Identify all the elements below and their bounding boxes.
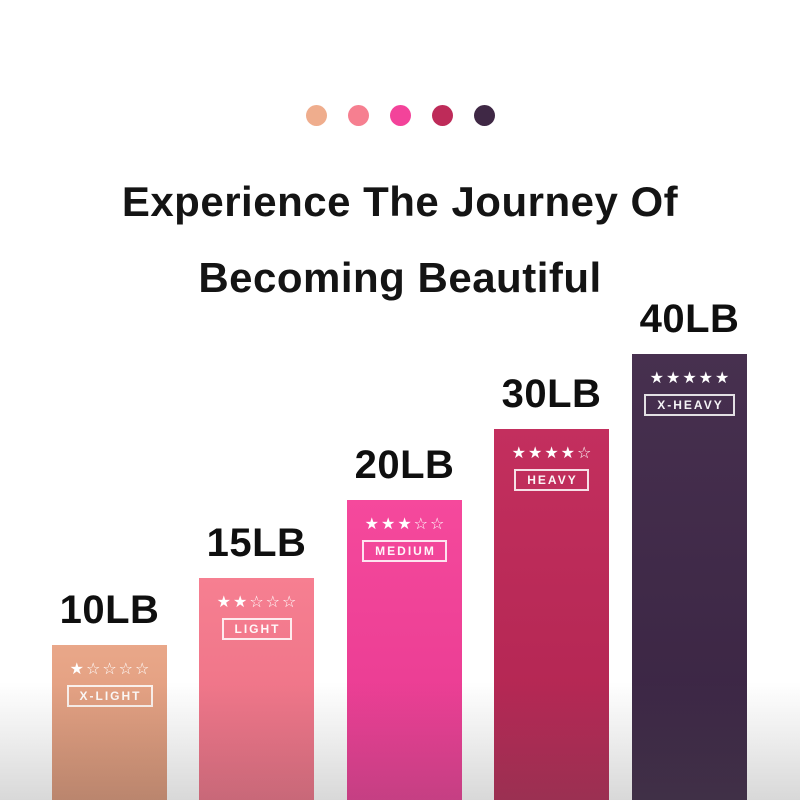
level-badge: MEDIUM (362, 540, 447, 562)
resistance-bar: ★★★★★ X-HEAVY (632, 354, 747, 800)
chart-column-10lb: 10LB ★☆☆☆☆ X-LIGHT (52, 588, 167, 800)
palette-dot-medium (389, 105, 411, 126)
level-badge: X-HEAVY (644, 394, 735, 416)
palette-dot-xlight (305, 105, 327, 126)
resistance-bar: ★★☆☆☆ LIGHT (199, 578, 314, 800)
resistance-bar: ★☆☆☆☆ X-LIGHT (52, 645, 167, 800)
star-rating-icon: ★★★★★ (649, 370, 732, 387)
star-rating-icon: ★☆☆☆☆ (69, 661, 152, 678)
level-badge: LIGHT (221, 618, 292, 640)
star-rating-icon: ★★☆☆☆ (216, 594, 299, 611)
weight-label: 30LB (501, 372, 602, 416)
resistance-bar: ★★★☆☆ MEDIUM (347, 500, 462, 800)
level-badge: X-LIGHT (66, 685, 153, 707)
weight-label: 40LB (639, 297, 740, 341)
chart-column-20lb: 20LB ★★★☆☆ MEDIUM (347, 443, 462, 800)
weight-label: 15LB (206, 521, 307, 565)
weight-label: 10LB (59, 588, 160, 632)
chart-column-15lb: 15LB ★★☆☆☆ LIGHT (199, 521, 314, 800)
color-palette-dots (0, 105, 800, 126)
title-line-1: Experience The Journey Of (121, 178, 679, 226)
resistance-bar: ★★★★☆ HEAVY (494, 429, 609, 800)
weight-label: 20LB (354, 443, 455, 487)
palette-dot-heavy (431, 105, 453, 126)
page-title: Experience The Journey Of Becoming Beaut… (0, 164, 800, 316)
palette-dot-xheavy (473, 105, 495, 126)
chart-column-30lb: 30LB ★★★★☆ HEAVY (494, 372, 609, 800)
level-badge: HEAVY (514, 469, 589, 491)
title-line-2: Becoming Beautiful (198, 254, 602, 302)
chart-column-40lb: 40LB ★★★★★ X-HEAVY (632, 297, 747, 800)
star-rating-icon: ★★★★☆ (511, 445, 594, 462)
star-rating-icon: ★★★☆☆ (364, 516, 447, 533)
palette-dot-light (347, 105, 369, 126)
